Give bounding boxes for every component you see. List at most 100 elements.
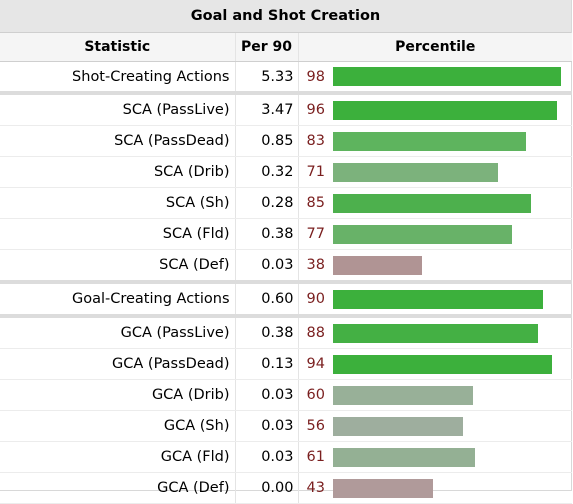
stat-name: GCA (PassLive) [0, 314, 235, 349]
table-row: Shot-Creating Actions 5.33 98 [0, 61, 572, 94]
percentile-bar [332, 289, 543, 309]
table-row: Goal-Creating Actions 0.60 90 [0, 280, 572, 317]
stat-name: SCA (Drib) [0, 156, 235, 188]
percentile-cell: 71 [297, 156, 572, 188]
table-body: Shot-Creating Actions 5.33 98 SCA (PassLive… [0, 61, 572, 504]
percentile-value: 38 [306, 257, 325, 273]
percentile-value: 90 [306, 291, 325, 307]
table-row: SCA (Fld) 0.38 77 [0, 218, 572, 250]
per90-value: 0.03 [234, 379, 298, 411]
percentile-value: 71 [306, 164, 325, 180]
column-header-statistic[interactable]: Statistic [0, 33, 235, 62]
per90-value: 0.38 [234, 314, 298, 349]
percentile-value: 83 [306, 133, 325, 149]
stat-name: GCA (Fld) [0, 441, 235, 473]
stat-name: SCA (PassLive) [0, 91, 235, 126]
stat-name: SCA (PassDead) [0, 125, 235, 157]
percentile-value: 56 [306, 418, 325, 434]
per90-value: 0.03 [234, 249, 298, 283]
percentile-bar [332, 447, 475, 467]
percentile-cell: 98 [297, 61, 572, 94]
percentile-bar [332, 478, 433, 498]
percentile-bar-track [332, 131, 566, 151]
percentile-cell: 90 [297, 280, 572, 317]
table-row: SCA (Def) 0.03 38 [0, 249, 572, 283]
stats-table: Statistic Per 90 Percentile Shot-Creatin… [0, 33, 572, 504]
column-header-percentile[interactable]: Percentile [297, 33, 572, 62]
percentile-bar-track [332, 255, 566, 275]
stat-name: SCA (Sh) [0, 187, 235, 219]
percentile-bar [332, 385, 473, 405]
stat-name: SCA (Fld) [0, 218, 235, 250]
percentile-value: 77 [306, 226, 325, 242]
table-row: GCA (Def) 0.00 43 [0, 472, 572, 504]
percentile-bar [332, 162, 498, 182]
per90-value: 0.38 [234, 218, 298, 250]
percentile-cell: 61 [297, 441, 572, 473]
percentile-bar [332, 255, 422, 275]
per90-value: 0.85 [234, 125, 298, 157]
percentile-value: 85 [306, 195, 325, 211]
percentile-bar-track [332, 323, 566, 343]
percentile-cell: 60 [297, 379, 572, 411]
table-row: GCA (Sh) 0.03 56 [0, 410, 572, 442]
percentile-bar-track [332, 100, 566, 120]
stat-name: GCA (Drib) [0, 379, 235, 411]
table-row: SCA (Drib) 0.32 71 [0, 156, 572, 188]
stat-name: GCA (Def) [0, 472, 235, 504]
per90-value: 0.28 [234, 187, 298, 219]
stat-name: GCA (Sh) [0, 410, 235, 442]
percentile-cell: 77 [297, 218, 572, 250]
percentile-cell: 56 [297, 410, 572, 442]
percentile-value: 88 [306, 325, 325, 341]
per90-value: 5.33 [234, 61, 298, 94]
table-row: GCA (Fld) 0.03 61 [0, 441, 572, 473]
percentile-bar-track [332, 289, 566, 309]
percentile-bar-track [332, 385, 566, 405]
stat-name: Shot-Creating Actions [0, 61, 235, 94]
percentile-value: 96 [306, 102, 325, 118]
table-row: GCA (Drib) 0.03 60 [0, 379, 572, 411]
percentile-bar-track [332, 162, 566, 182]
percentile-bar-track [332, 447, 566, 467]
table-row: SCA (PassDead) 0.85 83 [0, 125, 572, 157]
percentile-value: 98 [306, 68, 325, 85]
percentile-cell: 43 [297, 472, 572, 504]
percentile-cell: 94 [297, 348, 572, 380]
percentile-bar-track [332, 224, 566, 244]
percentile-bar [332, 193, 531, 213]
percentile-bar [332, 131, 526, 151]
percentile-cell: 96 [297, 91, 572, 126]
percentile-bar-track [332, 478, 566, 498]
percentile-bar-track [332, 354, 566, 374]
percentile-bar [332, 323, 538, 343]
per90-value: 0.32 [234, 156, 298, 188]
percentile-bar-track [332, 193, 566, 213]
percentile-bar [332, 67, 561, 86]
column-header-per90[interactable]: Per 90 [234, 33, 298, 62]
percentile-cell: 38 [297, 249, 572, 283]
percentile-cell: 83 [297, 125, 572, 157]
per90-value: 3.47 [234, 91, 298, 126]
per90-value: 0.60 [234, 280, 298, 317]
percentile-value: 60 [306, 387, 325, 403]
per90-value: 0.03 [234, 410, 298, 442]
stat-name: GCA (PassDead) [0, 348, 235, 380]
per90-value: 0.13 [234, 348, 298, 380]
percentile-cell: 88 [297, 314, 572, 349]
table-row: SCA (PassLive) 3.47 96 [0, 91, 572, 126]
percentile-bar [332, 416, 463, 436]
stat-name: SCA (Def) [0, 249, 235, 283]
percentile-bar [332, 224, 512, 244]
table-row: SCA (Sh) 0.28 85 [0, 187, 572, 219]
percentile-bar-track [332, 416, 566, 436]
header-row: Statistic Per 90 Percentile [0, 33, 572, 62]
percentile-bar [332, 354, 552, 374]
stat-name: Goal-Creating Actions [0, 280, 235, 317]
percentile-cell: 85 [297, 187, 572, 219]
table-title: Goal and Shot Creation [0, 0, 571, 33]
table-row: GCA (PassLive) 0.38 88 [0, 314, 572, 349]
percentile-bar [332, 100, 557, 120]
percentile-value: 43 [306, 480, 325, 496]
